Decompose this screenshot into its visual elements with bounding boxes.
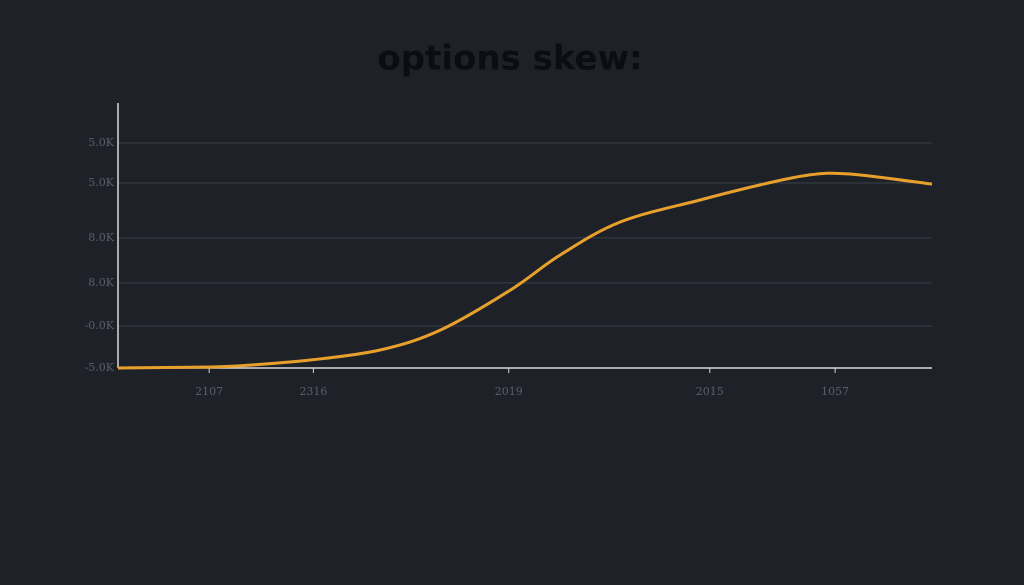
- chart-title: options skew:: [377, 39, 642, 79]
- line: [117, 171, 933, 370]
- y-tick-label: -5.0K: [85, 361, 115, 374]
- x-tick-label: 1057: [821, 385, 849, 398]
- y-tick-label: 5.0K: [88, 176, 114, 189]
- x-tick-label: 2019: [495, 385, 523, 398]
- y-tick-label: 8.0K: [88, 276, 114, 289]
- x-tick-label: 2015: [696, 385, 724, 398]
- y-tick-label: -0.0K: [85, 319, 115, 332]
- y-tick-label: 8.0K: [88, 231, 114, 244]
- x-tick-label: 2316: [299, 385, 327, 398]
- x-tick-label: 2107: [195, 385, 223, 398]
- y-tick-label: 5.0K: [88, 136, 114, 149]
